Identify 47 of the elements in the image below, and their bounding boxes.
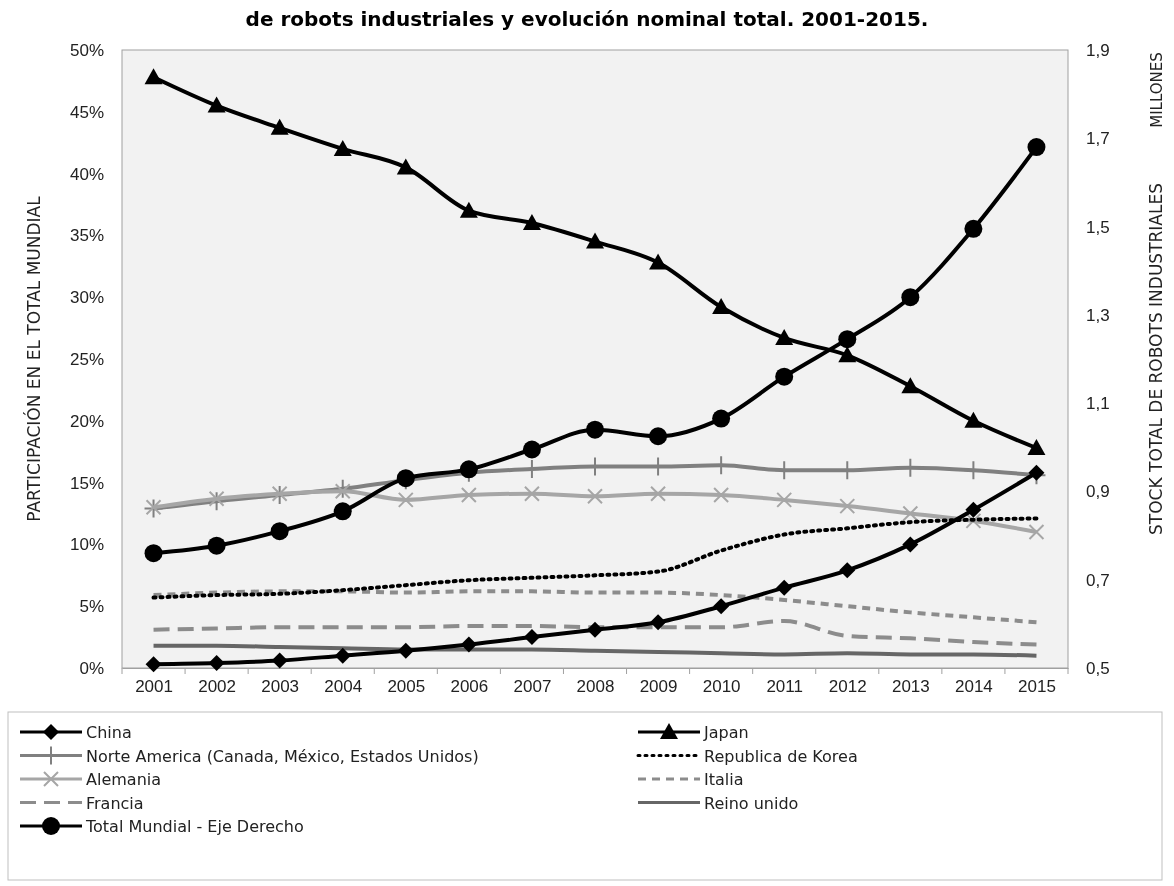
x-tick-label: 2007: [513, 677, 552, 697]
x-tick-label: 2012: [828, 677, 867, 697]
legend-label: Italia: [704, 770, 744, 789]
y-tick-label: 35%: [69, 226, 104, 246]
text: MILLONES: [1148, 52, 1166, 128]
legend-label: Republica de Korea: [704, 746, 858, 766]
x-tick-label: 2014: [954, 677, 993, 697]
legend-label: Norte America (Canada, México, Estados Unidos): [86, 746, 479, 766]
legend-label: Total Mundial - Eje Derecho: [85, 817, 304, 836]
y2-tick-label: 0,5: [1086, 658, 1110, 678]
x-tick-label: 2010: [702, 677, 741, 697]
y2-tick-label: 0,7: [1086, 570, 1110, 590]
y-tick-label: 40%: [69, 164, 104, 184]
y2-tick-label: 1,7: [1086, 129, 1110, 149]
y2-tick-label: 0,9: [1086, 482, 1110, 502]
y2-tick-label: 1,3: [1086, 305, 1110, 325]
y2-axis-title: STOCK TOTAL DE ROBOTS INDUSTRIALES: [1146, 183, 1166, 535]
y-tick-label: 10%: [69, 535, 104, 555]
x-tick-label: 2003: [261, 677, 300, 697]
y2-tick-label: 1,5: [1086, 217, 1110, 237]
y-tick-label: 15%: [69, 473, 104, 493]
x-tick-label: 2008: [576, 677, 615, 697]
y-tick-label: 5%: [79, 597, 104, 617]
legend-label: Alemania: [86, 770, 162, 789]
x-tick-label: 2015: [1018, 677, 1056, 697]
y-tick-label: 30%: [69, 288, 104, 308]
legend-label: Japan: [703, 723, 749, 742]
x-tick-label: 2006: [450, 677, 489, 697]
y-tick-label: 50%: [69, 40, 104, 60]
x-tick-label: 2011: [766, 677, 803, 697]
legend-label: China: [86, 723, 132, 742]
x-tick-label: 2013: [891, 677, 930, 697]
x-tick-label: 2009: [639, 677, 678, 697]
y-axis-title: PARTICIPACIÓN EN EL TOTAL MUNDIAL: [23, 195, 44, 522]
y-tick-label: 0%: [79, 658, 104, 678]
y2-tick-label: 1,1: [1086, 394, 1110, 414]
y2-tick-label: 1,9: [1086, 40, 1110, 60]
x-tick-label: 2002: [198, 677, 237, 697]
legend-label: Francia: [86, 793, 144, 813]
y-tick-label: 45%: [69, 102, 104, 122]
y-tick-label: 25%: [69, 349, 104, 369]
x-tick-label: 2005: [387, 677, 426, 697]
legend-label: Reino unido: [704, 793, 799, 813]
x-tick-label: 2001: [135, 677, 173, 697]
chart-title: de robots industriales y evolución nominal total. 2001-2015.: [245, 7, 929, 31]
x-tick-label: 2004: [324, 677, 363, 697]
y-tick-label: 20%: [69, 411, 104, 431]
